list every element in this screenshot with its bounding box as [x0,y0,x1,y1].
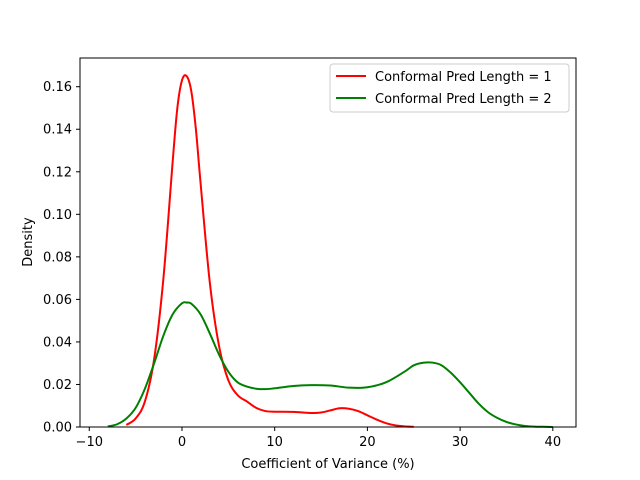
y-tick-label: 0.12 [43,165,72,180]
series-line-0 [125,74,414,428]
x-tick-label: −10 [76,435,103,450]
x-tick-label: 30 [452,435,469,450]
legend-label-1: Conformal Pred Length = 2 [375,92,552,107]
y-tick-label: 0.04 [43,335,72,350]
y-tick-label: 0.10 [43,208,72,223]
series-line-1 [107,301,553,428]
y-tick-label: 0.08 [43,250,72,265]
x-tick-label: 20 [359,435,376,450]
legend-label-0: Conformal Pred Length = 1 [375,70,552,85]
x-axis-ticks: −10 0 10 20 30 40 [76,427,562,450]
legend: Conformal Pred Length = 1 Conformal Pred… [329,63,570,113]
legend-box [329,63,570,113]
y-axis-ticks: 0.00 0.02 0.04 0.06 0.08 0.10 0.12 0.14 0.16 [43,80,80,436]
y-axis-label: Density [21,217,36,267]
x-axis-label: Coefficient of Variance (%) [241,457,414,472]
y-tick-label: 0.02 [43,378,72,393]
y-tick-label: 0.00 [43,421,72,436]
y-tick-label: 0.06 [43,293,72,308]
x-tick-label: 40 [545,435,562,450]
x-tick-label: 10 [266,435,283,450]
y-tick-label: 0.14 [43,123,72,138]
x-tick-label: 0 [178,435,186,450]
y-tick-label: 0.16 [43,80,72,95]
plot-lines [107,74,553,428]
axes-frame [79,57,577,428]
